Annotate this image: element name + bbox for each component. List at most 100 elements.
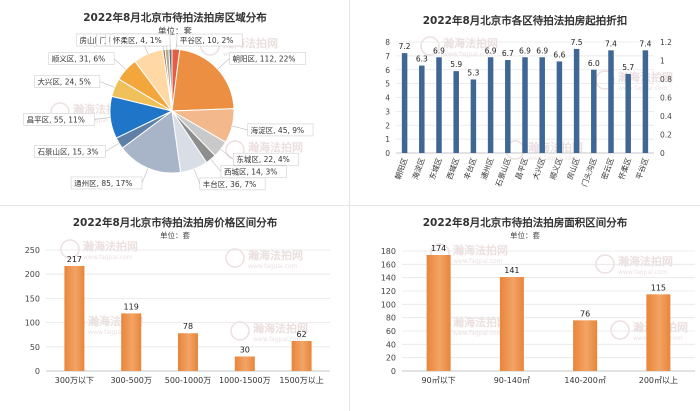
- x-tick-label: 朝阳区: [393, 156, 409, 181]
- pie-label: 平谷区, 10, 2%: [180, 36, 233, 45]
- bar: [178, 333, 198, 371]
- chart-title: 2022年8月北京市待拍法拍房面积区间分布: [423, 216, 628, 229]
- x-tick-label: 石景山区: [493, 156, 513, 188]
- price-bar-panel: 2022年8月北京市待拍法拍房价格区间分布 单位：套 瀚海法拍网 www.fagpai…: [0, 206, 350, 411]
- data-label: 7.2: [399, 42, 411, 51]
- chart-subtitle: 单位：套: [510, 230, 540, 240]
- y-tick-label: 0: [385, 149, 390, 158]
- watermark-text: 瀚海法拍网: [253, 321, 308, 335]
- watermark-url: www.fagpai.com: [453, 258, 503, 265]
- pie-label-box: [23, 113, 95, 126]
- y-tick-label: 6: [385, 66, 390, 75]
- chart-title: 2022年8月北京市待拍法拍房价格区间分布: [73, 216, 278, 229]
- x-tick-label: 通州区: [478, 156, 495, 181]
- pie-label-box: [247, 123, 314, 137]
- chart-subtitle: 单位：套: [158, 26, 193, 37]
- pie-label: 西城区, 14, 3%: [224, 168, 277, 177]
- y-tick-label: 2: [385, 121, 390, 130]
- data-label: 141: [504, 266, 519, 275]
- data-label: 6.9: [485, 46, 497, 55]
- x-tick-label: 500-1000万: [165, 376, 212, 385]
- y2-tick-label: 1.2: [660, 38, 672, 47]
- discount-bar-chart: 2022年8月北京市各区待拍法拍房起拍折扣瀚海法拍网www.fagpai.com…: [385, 14, 673, 188]
- pie-label: 大兴区, 24, 5%: [37, 76, 90, 86]
- bar: [642, 50, 649, 154]
- bar: [64, 265, 85, 371]
- watermark-url: www.fagpai.com: [88, 329, 138, 336]
- watermark-text: 瀚海法拍网: [83, 239, 138, 253]
- y-tick-label: 60: [386, 327, 396, 336]
- y-tick-label: 120: [381, 287, 396, 296]
- data-label: 174: [431, 244, 446, 253]
- pie-label: 东城区, 22, 4%: [236, 154, 289, 164]
- pie-leader-line: [217, 58, 230, 70]
- watermark-text: 瀚海法拍网: [453, 315, 508, 329]
- data-label: 5.7: [622, 63, 634, 72]
- data-label: 6.9: [519, 46, 531, 55]
- y-tick-label: 0: [391, 367, 396, 376]
- pie-label-box: [70, 176, 143, 190]
- pie-label: 石景山区, 15, 3%: [38, 147, 99, 157]
- watermark-text: 瀚海法拍网: [618, 254, 673, 268]
- x-tick-label: 1000-1500万: [219, 376, 271, 385]
- y2-tick-label: 0.2: [660, 131, 672, 140]
- bar: [522, 57, 528, 154]
- y-tick-label: 150: [25, 294, 40, 303]
- watermark-url: www.fagpai.com: [253, 336, 303, 343]
- bar: [573, 48, 580, 153]
- discount-bar-panel: 2022年8月北京市各区待拍法拍房起拍折扣 瀚海法拍网 www.fagpai.com…: [350, 0, 700, 205]
- x-tick-label: 东城区: [427, 156, 444, 181]
- pie-label-box: [34, 145, 106, 158]
- data-label: 6.7: [502, 49, 514, 58]
- bar: [401, 53, 408, 153]
- pie-label: 通州区, 85, 17%: [74, 178, 132, 188]
- data-label: 7.4: [639, 39, 651, 48]
- bar: [499, 277, 524, 371]
- pie-label-box: [199, 177, 266, 191]
- x-tick-label: 200㎡以上: [639, 376, 678, 385]
- pie-label: 昌平区, 55, 11%: [27, 115, 85, 124]
- y-tick-label: 4: [385, 94, 390, 103]
- y-tick-label: 50: [30, 343, 40, 352]
- x-tick-label: 1500万以上: [279, 376, 323, 385]
- bar: [505, 60, 511, 153]
- bar: [625, 73, 631, 153]
- pie-leader-line: [99, 81, 115, 88]
- pie-label-box: [233, 152, 300, 166]
- bar: [556, 61, 563, 153]
- area-bar-chart: 2022年8月北京市待拍法拍房面积区间分布单位：套瀚海法拍网www.fagpai…: [381, 216, 695, 385]
- pie-leader-line: [141, 168, 149, 184]
- bar: [426, 255, 451, 371]
- y2-tick-label: 0: [660, 149, 665, 158]
- data-label: 5.3: [467, 68, 479, 77]
- bar: [539, 57, 545, 154]
- x-tick-label: 300万以下: [55, 376, 94, 385]
- bar: [234, 356, 255, 371]
- watermark-text: 瀚海法拍网: [248, 140, 303, 154]
- y2-tick-label: 0.8: [660, 75, 672, 84]
- y-tick-label: 100: [381, 300, 396, 309]
- y-tick-label: 7: [385, 52, 390, 61]
- watermark-text: 瀚海法拍网: [248, 248, 303, 262]
- y-tick-label: 40: [386, 340, 396, 349]
- pie-leader-line: [220, 149, 234, 160]
- y-tick-label: 80: [386, 314, 396, 323]
- y2-tick-label: 1: [660, 57, 665, 66]
- watermark-url: www.fagpai.com: [73, 117, 123, 124]
- data-label: 6.3: [416, 55, 428, 64]
- y-tick-label: 1: [385, 135, 390, 144]
- bar: [608, 50, 614, 154]
- pie-leader-line: [210, 159, 222, 172]
- pie-label-box: [229, 52, 307, 65]
- y-tick-label: 200: [25, 270, 40, 279]
- bar: [453, 71, 459, 153]
- x-tick-label: 140-200㎡: [564, 376, 605, 385]
- vertical-divider: [349, 0, 350, 411]
- x-tick-label: 丰台区: [461, 156, 478, 181]
